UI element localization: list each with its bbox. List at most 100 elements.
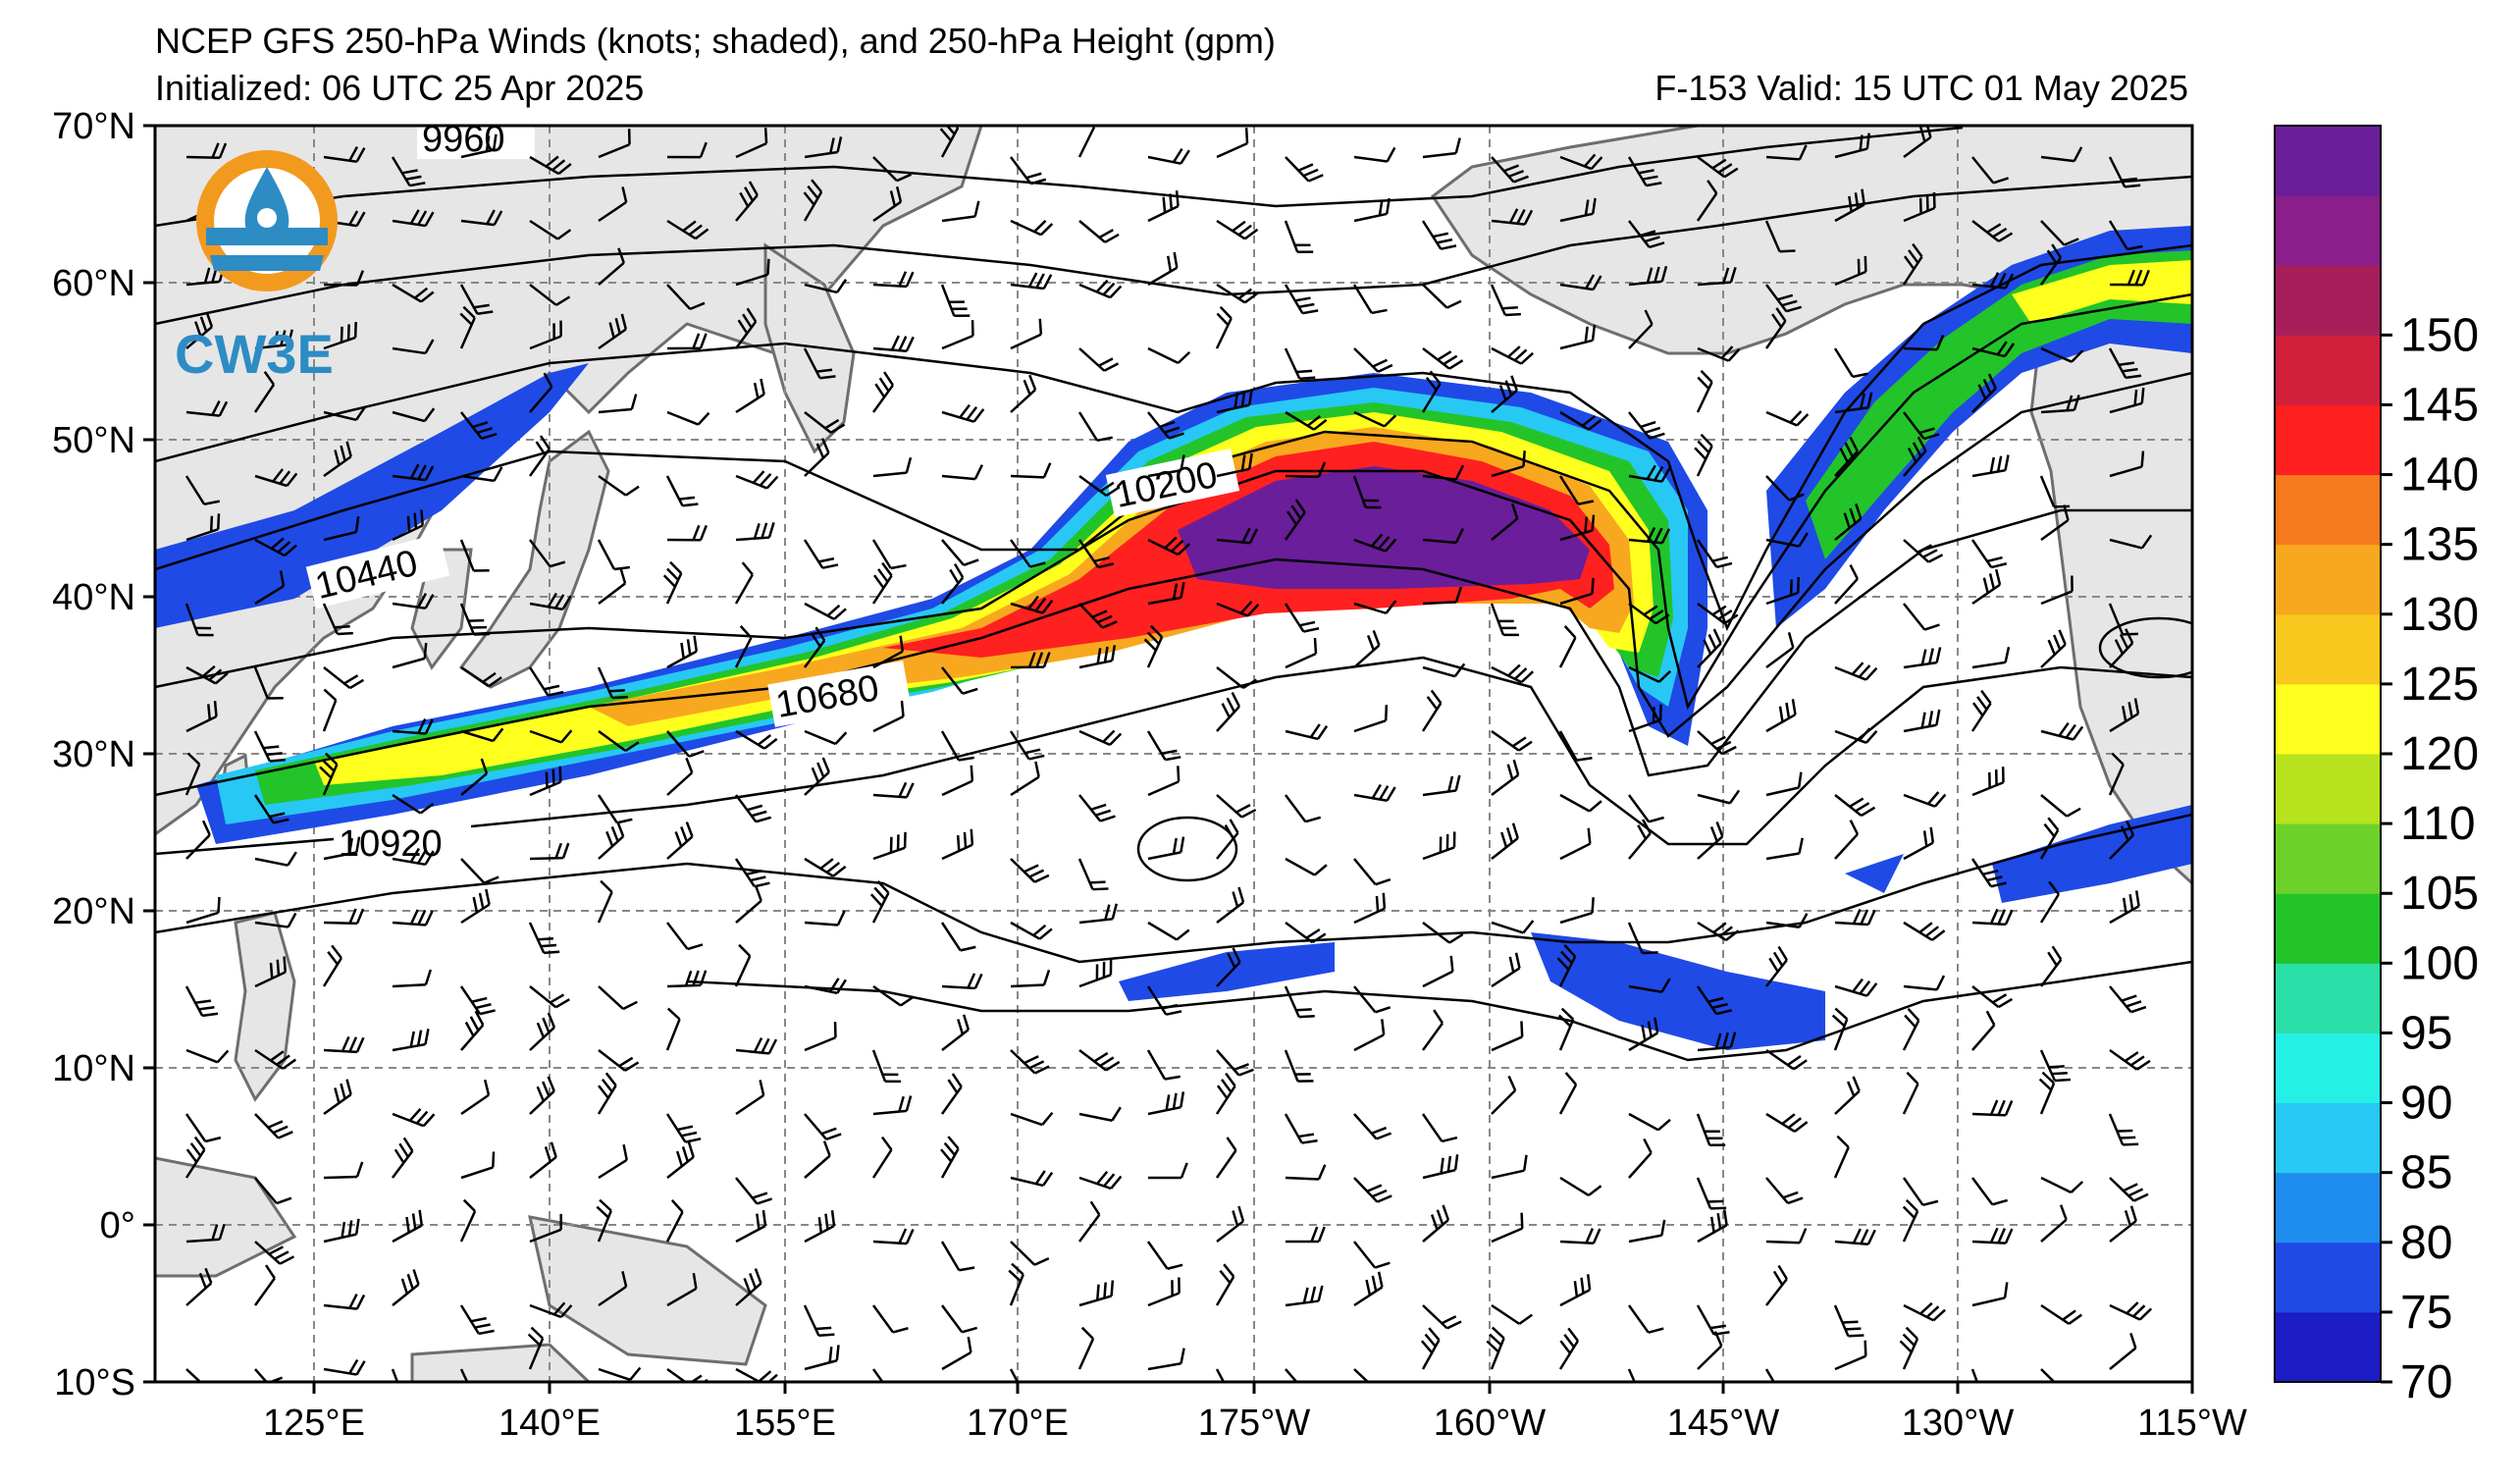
wind-barb-feather [1640,230,1656,238]
wind-barb [1284,603,1305,633]
wind-barb [665,572,683,605]
wind-barb [2040,408,2075,414]
wind-barb-feather [1104,904,1111,921]
wind-barb [1696,381,1713,413]
colorbar-swatch [2275,195,2381,266]
wind-barb-feather [1234,392,1239,409]
wind-barb [460,1024,485,1051]
wind-barb [1971,1240,2007,1245]
wind-barb [1834,1354,1866,1371]
wind-barb-feather [551,159,566,172]
wind-barb-feather [680,826,689,842]
wind-barb [1902,1177,1924,1206]
wind-barb-feather [353,321,357,339]
wind-barb-feather [282,1058,297,1070]
wind-barb-feather [828,1347,833,1363]
wind-barb [1421,1022,1444,1051]
wind-barb-feather [1104,233,1120,243]
wind-barb [1422,922,1450,944]
wind-barb [872,793,908,799]
wind-barb-feather [822,1140,831,1157]
wind-barb-feather [1237,1205,1245,1222]
wind-barb-feather [1311,932,1327,944]
wind-barb [1491,517,1519,541]
wind-barb-feather [620,313,628,330]
wind-barb-feather [1643,605,1658,616]
wind-barb [1490,603,1505,636]
wind-barb [666,284,692,310]
wind-barb [528,922,546,954]
wind-barb [666,219,697,240]
wind-barb-feather [1447,775,1454,792]
wind-barb [1559,793,1591,813]
wind-barb [1216,1049,1240,1077]
wind-barb-feather [1842,1320,1859,1324]
wind-barb [1147,596,1181,606]
wind-barb [735,1224,766,1244]
wind-barb-feather [283,956,288,973]
wind-barb-feather [207,704,212,720]
wind-barb-feather [2130,1005,2147,1014]
wind-barb-feather [943,1141,956,1156]
wind-barb [1696,192,1718,222]
wind-barb [459,1368,469,1382]
wind-barb-feather [2133,698,2140,715]
wind-barb [1147,155,1181,165]
wind-barb-feather [2117,1129,2133,1133]
wind-barb-feather [2125,628,2134,644]
wind-barb [1216,538,1250,545]
wind-barb-feather [662,574,676,588]
wind-barb-feather [1721,745,1737,756]
wind-barb-feather [1563,1334,1576,1349]
wind-barb-feather [1167,1263,1183,1270]
wind-barb-feather [544,684,560,691]
wind-barb-feather [420,509,424,526]
wind-barb-feather [1707,1199,1724,1203]
wind-barb-feather [737,319,749,335]
wind-barb-feather [1912,442,1922,457]
wind-barb [1285,156,1310,183]
wind-barb [185,1282,213,1306]
wind-barb-feather [476,1398,492,1399]
colorbar-swatch [2275,613,2381,685]
wind-barb-feather [973,973,983,989]
wind-barb [529,155,560,176]
wind-barb-feather [325,752,339,766]
wind-barb [1078,1112,1113,1122]
wind-barb-feather [1644,236,1660,243]
wind-barb [1696,445,1713,477]
wind-barb [1078,1049,1107,1072]
wind-barb-feather [2038,1078,2053,1091]
wind-barb-feather [1091,609,1108,618]
wind-barb-feather [547,592,558,608]
wind-barb-feather [409,463,420,479]
wind-barb [1421,702,1443,732]
wind-barb [1216,831,1239,860]
wind-barb-feather [189,1142,202,1157]
wind-barb-feather [1162,196,1167,213]
wind-barb-feather [1982,577,1989,594]
wind-barb-feather [477,310,494,315]
wind-barb-feather [424,465,435,481]
wind-barb-feather [761,522,768,539]
wind-barb-feather [1027,652,1036,668]
wind-barb-feather [1866,392,1873,408]
colorbar-label: 80 [2400,1217,2452,1269]
wind-barb [2040,1218,2068,1243]
wind-barb-feather [1640,1392,1655,1393]
wind-barb-feather [1454,774,1461,791]
wind-barb [1628,323,1654,349]
wind-barb-feather [2129,1055,2145,1067]
wind-barb-feather [405,175,422,181]
wind-barb [528,1338,545,1370]
wind-barb-feather [622,1143,628,1161]
wind-barb [1077,1338,1095,1370]
wind-barb-feather [869,893,883,907]
wind-barb-feather [970,765,974,781]
wind-barb-feather [1781,299,1798,307]
wind-barb-feather [958,756,974,762]
wind-barb-feather [560,729,573,744]
wind-barb [253,666,269,699]
wind-barb-feather [2140,534,2153,550]
wind-barb-feather [2054,1078,2072,1083]
